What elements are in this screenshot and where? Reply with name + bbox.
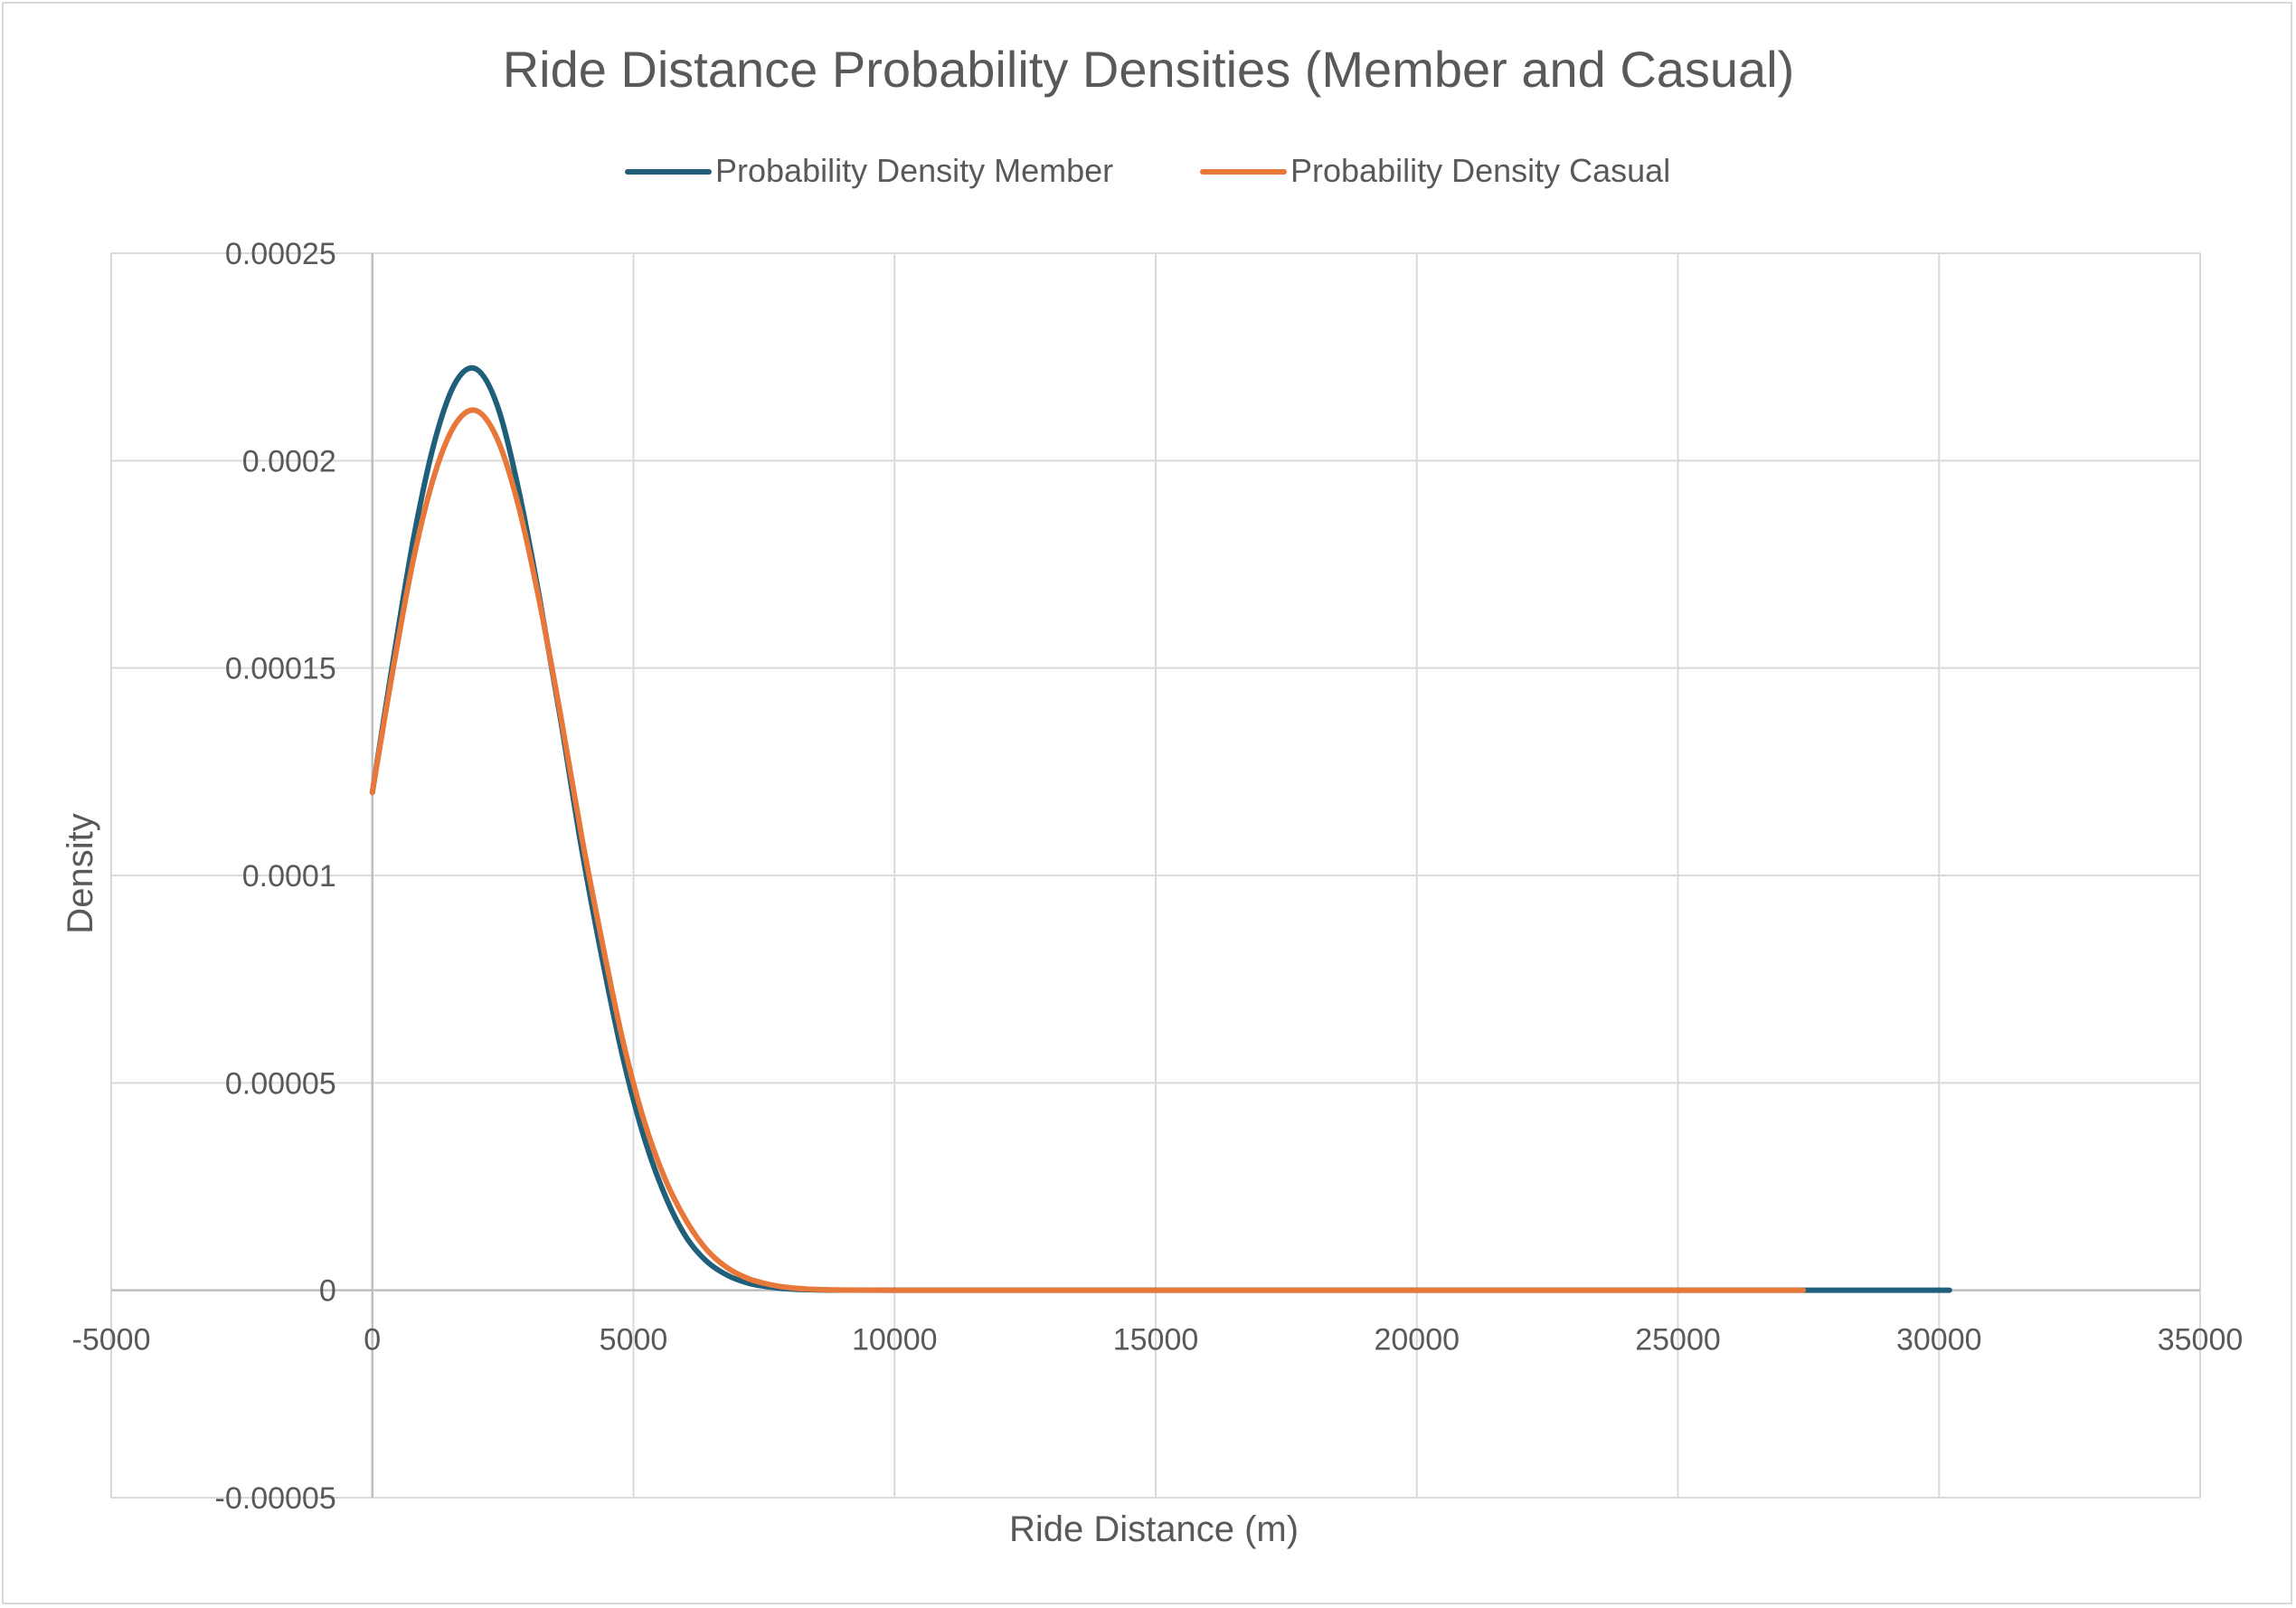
y-tick-label: 0.0002 bbox=[242, 444, 336, 478]
x-tick-label: 15000 bbox=[1113, 1323, 1199, 1357]
x-tick-label: 25000 bbox=[1635, 1323, 1721, 1357]
legend-label-member: Probability Density Member bbox=[715, 152, 1113, 189]
y-tick-label: 0 bbox=[319, 1274, 336, 1309]
legend: Probability Density Member Probability D… bbox=[625, 152, 1670, 189]
gridlines bbox=[110, 252, 2201, 1499]
y-tick-label: 0.00025 bbox=[225, 237, 336, 271]
series-line-casual bbox=[369, 407, 1807, 1293]
y-tick-labels: -0.00005 0 0.00005 0.0001 0.00015 0.0002 0.000… bbox=[215, 237, 336, 1516]
x-tick-label: 35000 bbox=[2158, 1323, 2244, 1357]
x-tick-labels: -5000 0 5000 10000 15000 20000 25000 30000 35000 bbox=[72, 1323, 2244, 1357]
x-tick-label: 10000 bbox=[852, 1323, 938, 1357]
x-tick-label: 30000 bbox=[1896, 1323, 1982, 1357]
legend-item-casual: Probability Density Casual bbox=[1200, 152, 1670, 189]
y-axis-title: Density bbox=[61, 813, 100, 933]
x-tick-label: 20000 bbox=[1374, 1323, 1460, 1357]
legend-label-casual: Probability Density Casual bbox=[1290, 152, 1670, 189]
series-group bbox=[369, 364, 1952, 1293]
y-tick-label: 0.00015 bbox=[225, 652, 336, 686]
series-line-member bbox=[369, 364, 1952, 1293]
x-tick-label: -5000 bbox=[72, 1323, 151, 1357]
x-tick-label: 0 bbox=[364, 1323, 381, 1357]
chart-title: Ride Distance Probability Densities (Mem… bbox=[503, 41, 1795, 98]
x-axis-title: Ride Distance (m) bbox=[1009, 1509, 1299, 1549]
x-tick-label: 5000 bbox=[600, 1323, 668, 1357]
legend-item-member: Probability Density Member bbox=[625, 152, 1113, 189]
y-tick-label: 0.00005 bbox=[225, 1066, 336, 1101]
y-tick-label: 0.0001 bbox=[242, 859, 336, 894]
y-tick-label: -0.00005 bbox=[215, 1481, 336, 1516]
